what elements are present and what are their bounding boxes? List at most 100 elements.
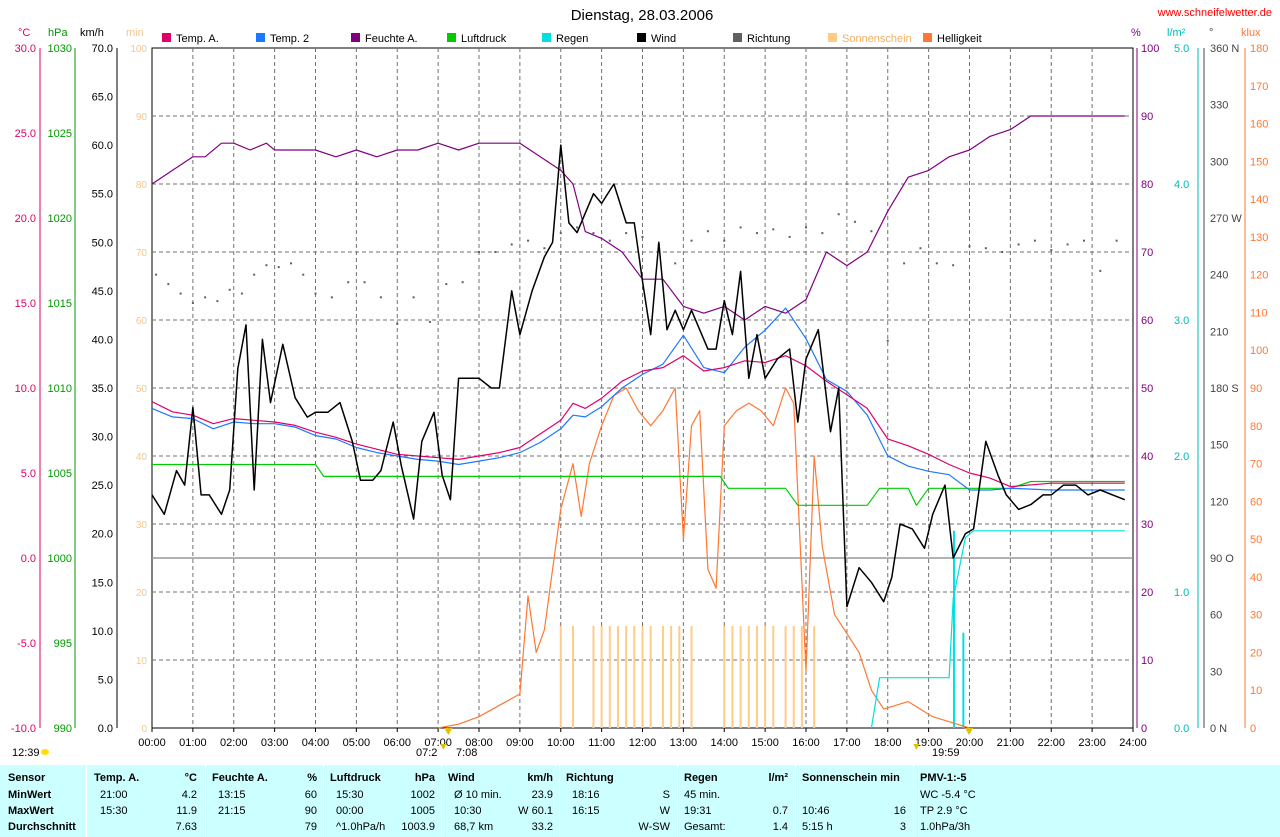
stats-header: Richtung <box>566 772 614 784</box>
richtung-point <box>805 226 807 229</box>
richtung-point <box>1033 239 1036 242</box>
moon-icon <box>41 749 49 755</box>
richtung-point <box>265 264 268 267</box>
stats-pmv: 1.0hPa/3h <box>920 821 971 833</box>
deg-tick-label: 150 <box>1210 440 1228 452</box>
legend-swatch <box>923 33 932 42</box>
kmh-tick-label: 45.0 <box>92 286 113 298</box>
temp-tick-label: -10.0 <box>11 723 36 735</box>
temp-tick-label: 20.0 <box>15 213 36 225</box>
richtung-point <box>412 296 415 299</box>
kmh-tick-label: 35.0 <box>92 383 113 395</box>
weather-chart: Dienstag, 28.03.2006 www.schneifelwetter… <box>11 7 1272 759</box>
richtung-point <box>191 302 194 304</box>
pct-tick-label: 50 <box>1141 383 1153 395</box>
x-tick-label: 20:00 <box>956 737 984 749</box>
x-tick-label: 24:00 <box>1119 737 1147 749</box>
richtung-point <box>837 213 840 216</box>
richtung-point <box>216 300 219 303</box>
sunset-arrow-icon <box>913 744 920 750</box>
klux-tick-label: 70 <box>1250 459 1262 471</box>
stats-wind-value: W 60.1 <box>518 805 553 817</box>
x-tick-label: 23:00 <box>1078 737 1106 749</box>
legend-label: Sonnenschein <box>842 33 912 45</box>
stats-luftdruck-time: ^1.0hPa/h <box>336 821 386 833</box>
sunrise-label-b: 7:08 <box>456 747 477 759</box>
stats-header: Temp. A. <box>94 772 140 784</box>
pct-tick-label: 80 <box>1141 179 1153 191</box>
stats-feuchte-value: 79 <box>304 821 317 833</box>
min-tick-label: 70 <box>136 248 148 259</box>
axis-unit-label: l/m² <box>1167 27 1186 39</box>
chart-title: Dienstag, 28.03.2006 <box>571 7 714 24</box>
stats-temp-time: 15:30 <box>100 805 128 817</box>
lm2-tick-label: 5.0 <box>1174 43 1189 55</box>
stats-row-label: MinWert <box>8 789 52 801</box>
pct-tick-label: 30 <box>1141 519 1153 531</box>
axis-unit-label: °C <box>18 27 30 39</box>
legend-label: Temp. 2 <box>270 33 309 45</box>
klux-tick-label: 20 <box>1250 647 1262 659</box>
klux-tick-label: 80 <box>1250 421 1262 433</box>
deg-tick-label: 60 <box>1210 610 1222 622</box>
richtung-point <box>167 283 170 286</box>
stats-header: Feuchte A. <box>212 772 268 784</box>
deg-tick-label: 240 <box>1210 270 1228 282</box>
klux-tick-label: 150 <box>1250 156 1268 168</box>
richtung-point <box>1115 239 1118 242</box>
temp-tick-label: 10.0 <box>15 383 36 395</box>
axis-unit-label: hPa <box>48 27 68 39</box>
richtung-point <box>854 220 857 223</box>
plot-series <box>151 115 1126 729</box>
sunrise-arrow-icon <box>440 744 447 750</box>
x-tick-label: 08:00 <box>465 737 493 749</box>
richtung-point <box>690 239 693 242</box>
x-tick-label: 12:00 <box>629 737 657 749</box>
stats-luftdruck-value: 1003.9 <box>401 821 435 833</box>
lm2-tick-label: 4.0 <box>1174 179 1189 191</box>
temp-tick-label: 25.0 <box>15 128 36 140</box>
min-tick-label: 90 <box>136 112 148 123</box>
stats-sonne-time: 10:46 <box>802 805 830 817</box>
stats-feuchte-value: 60 <box>304 789 317 801</box>
axis-unit-label: % <box>1131 27 1141 39</box>
sunrise-marker-icon <box>444 728 453 735</box>
x-tick-label: 21:00 <box>997 737 1025 749</box>
legend-swatch <box>162 33 171 42</box>
richtung-point <box>821 232 824 235</box>
richtung-point <box>559 232 562 235</box>
stats-regen-value: 0.7 <box>772 805 788 817</box>
pct-tick-label: 90 <box>1141 111 1153 123</box>
richtung-point <box>870 230 873 233</box>
richtung-point <box>289 262 292 265</box>
x-tick-label: 04:00 <box>302 737 330 749</box>
richtung-point <box>919 247 922 250</box>
richtung-point <box>592 232 595 235</box>
stats-richtung-value: W <box>659 805 670 817</box>
legend-label: Richtung <box>747 33 790 45</box>
hpa-tick-label: 1020 <box>48 213 72 225</box>
legend-swatch <box>828 33 837 42</box>
stats-regen-time: 45 min. <box>684 789 721 801</box>
legend-swatch <box>733 33 742 42</box>
annotations: 12:39 07:2 7:08 19:59 <box>12 728 974 759</box>
richtung-point <box>674 262 677 265</box>
stats-unit: °C <box>184 772 197 784</box>
richtung-point <box>330 296 333 299</box>
min-tick-label: 80 <box>136 180 148 191</box>
richtung-point <box>788 235 791 238</box>
stats-regen-value: 1.4 <box>772 821 788 833</box>
temp-tick-label: 15.0 <box>15 298 36 310</box>
pct-tick-label: 10 <box>1141 655 1153 667</box>
stats-pmv: TP 2.9 °C <box>920 805 968 817</box>
klux-tick-label: 40 <box>1250 572 1262 584</box>
klux-tick-label: 110 <box>1250 307 1268 319</box>
richtung-point <box>347 281 350 284</box>
axis-unit-label: ° <box>1209 27 1213 39</box>
stats-temp-value: 4.2 <box>181 789 197 801</box>
pct-tick-label: 20 <box>1141 587 1153 599</box>
richtung-point <box>968 245 971 248</box>
x-tick-label: 17:00 <box>833 737 861 749</box>
richtung-point <box>984 247 987 250</box>
axis-unit-labels: °C hPa km/h min% l/m² ° klux <box>18 27 1261 39</box>
